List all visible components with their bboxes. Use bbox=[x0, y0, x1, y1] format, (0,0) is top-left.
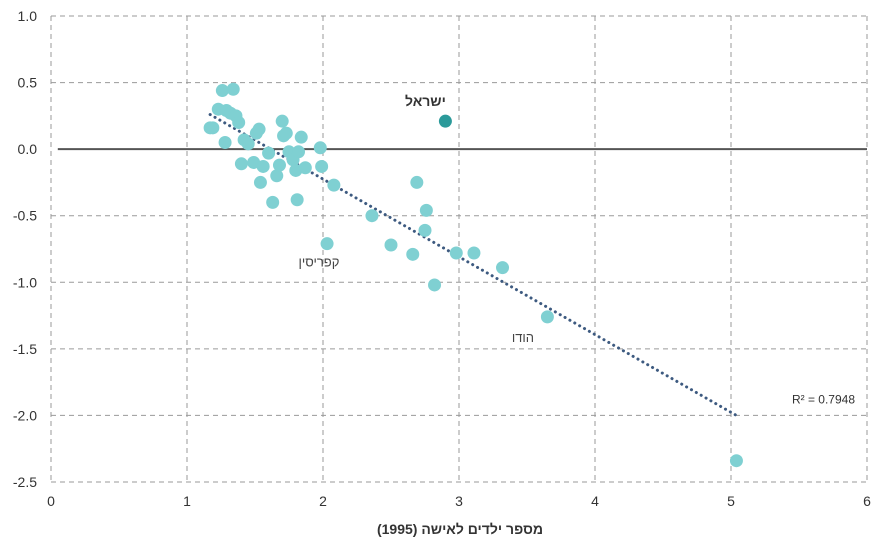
data-point bbox=[729, 454, 743, 468]
data-point bbox=[270, 169, 284, 183]
data-point bbox=[365, 209, 379, 223]
data-point bbox=[294, 130, 308, 144]
annotation-label: הודו bbox=[512, 330, 534, 345]
x-tick-label: 5 bbox=[727, 493, 735, 509]
data-point bbox=[253, 175, 267, 189]
y-tick-label: 1.0 bbox=[18, 8, 38, 24]
y-tick-label: -2.0 bbox=[13, 407, 37, 423]
y-tick-label: -1.0 bbox=[13, 274, 37, 290]
data-point bbox=[419, 203, 433, 217]
data-point bbox=[279, 126, 293, 140]
y-tick-label: -0.5 bbox=[13, 208, 37, 224]
annotation-label: קפריסין bbox=[298, 254, 339, 269]
x-tick-label: 0 bbox=[47, 493, 55, 509]
data-point bbox=[241, 137, 255, 151]
data-point bbox=[266, 195, 280, 209]
x-tick-label: 2 bbox=[319, 493, 327, 509]
data-point bbox=[262, 146, 276, 160]
y-tick-label: 0.5 bbox=[18, 75, 38, 91]
data-point bbox=[406, 247, 420, 261]
data-point bbox=[215, 84, 229, 98]
data-point bbox=[496, 261, 510, 275]
y-tick-label: -2.5 bbox=[13, 474, 37, 490]
data-point bbox=[290, 193, 304, 207]
data-point-highlight bbox=[438, 114, 452, 128]
data-point bbox=[320, 237, 334, 251]
tick-labels: 0 1 2 3 4 5 6 1.0 0.5 0.0 -0.5 -1.0 -1.5 -2.0 -2.5 bbox=[13, 8, 871, 509]
data-point bbox=[384, 238, 398, 252]
x-tick-label: 4 bbox=[591, 493, 599, 509]
data-point bbox=[234, 157, 248, 171]
x-tick-label: 3 bbox=[455, 493, 463, 509]
data-point bbox=[275, 114, 289, 128]
highlight-label: ישראל bbox=[405, 93, 446, 109]
x-tick-label: 6 bbox=[863, 493, 871, 509]
r-squared-label: R² = 0.7948 bbox=[792, 392, 855, 406]
x-tick-label: 1 bbox=[183, 493, 191, 509]
data-point bbox=[272, 158, 286, 172]
y-tick-label: 0.0 bbox=[18, 141, 38, 157]
data-point bbox=[449, 246, 463, 260]
data-point bbox=[540, 310, 554, 324]
data-point bbox=[226, 82, 240, 96]
grid-lines bbox=[50, 15, 868, 483]
data-point bbox=[292, 145, 306, 159]
data-point bbox=[428, 278, 442, 292]
data-point bbox=[467, 246, 481, 260]
annotations: ישראל קפריסין הודו R² = 0.7948 bbox=[298, 93, 855, 406]
data-point bbox=[256, 159, 270, 173]
y-tick-label: -1.5 bbox=[13, 341, 37, 357]
data-point bbox=[298, 161, 312, 175]
x-axis-title: מספר ילדים לאישה (1995) bbox=[377, 521, 543, 537]
data-point bbox=[313, 141, 327, 155]
data-point bbox=[327, 178, 341, 192]
data-point bbox=[418, 223, 432, 237]
data-points bbox=[203, 82, 743, 468]
data-point bbox=[315, 159, 329, 173]
data-point bbox=[410, 175, 424, 189]
data-point bbox=[232, 116, 246, 130]
data-point bbox=[206, 121, 220, 135]
data-point bbox=[218, 135, 232, 149]
data-point bbox=[252, 122, 266, 136]
